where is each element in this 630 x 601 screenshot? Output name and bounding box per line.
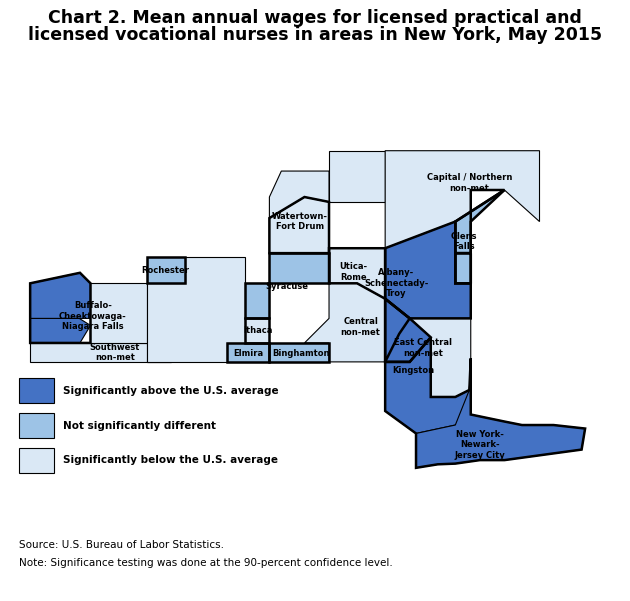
Text: Southwest
non-met: Southwest non-met [90,343,140,362]
Text: Kingston: Kingston [392,366,434,375]
Polygon shape [385,337,471,433]
Text: Central
non-met: Central non-met [341,317,381,337]
Polygon shape [30,319,91,343]
Polygon shape [147,257,270,362]
Text: Chart 2. Mean annual wages for licensed practical and: Chart 2. Mean annual wages for licensed … [48,9,582,27]
Polygon shape [385,151,539,283]
Text: Significantly below the U.S. average: Significantly below the U.S. average [63,456,278,465]
Text: Significantly above the U.S. average: Significantly above the U.S. average [63,386,278,395]
Text: Source: U.S. Bureau of Labor Statistics.: Source: U.S. Bureau of Labor Statistics. [19,540,224,550]
Text: Buffalo-
Cheektowaga-
Niagara Falls: Buffalo- Cheektowaga- Niagara Falls [59,301,127,331]
Text: Capital / Northern
non-met: Capital / Northern non-met [427,173,512,193]
Text: Rochester: Rochester [142,266,190,275]
Polygon shape [245,283,270,319]
Polygon shape [147,257,185,283]
Polygon shape [385,222,471,319]
Polygon shape [416,358,585,468]
Text: Albany-
Schenectady-
Troy: Albany- Schenectady- Troy [364,269,428,298]
Text: Ithaca: Ithaca [243,326,272,335]
Polygon shape [245,319,270,343]
Text: Glens
Falls: Glens Falls [450,231,477,251]
Polygon shape [227,343,270,362]
Polygon shape [270,253,329,283]
Text: licensed vocational nurses in areas in New York, May 2015: licensed vocational nurses in areas in N… [28,26,602,44]
Polygon shape [270,171,329,218]
Text: Watertown-
Fort Drum: Watertown- Fort Drum [272,212,328,231]
Polygon shape [385,299,431,362]
Polygon shape [91,283,171,362]
Text: New York-
Newark-
Jersey City: New York- Newark- Jersey City [454,430,505,460]
Text: Not significantly different: Not significantly different [63,421,216,430]
Text: Syracuse: Syracuse [265,282,309,291]
Polygon shape [270,197,329,253]
Polygon shape [329,151,385,202]
Polygon shape [270,343,329,362]
Text: Note: Significance testing was done at the 90-percent confidence level.: Note: Significance testing was done at t… [19,558,392,568]
Polygon shape [30,343,171,362]
Polygon shape [455,253,471,283]
Polygon shape [455,190,505,253]
Text: East Central
non-met: East Central non-met [394,338,452,358]
Polygon shape [30,273,91,319]
Text: Elmira: Elmira [233,349,263,358]
Polygon shape [304,283,410,362]
Polygon shape [410,319,471,397]
Text: Binghamton: Binghamton [272,349,329,358]
Text: Utica-
Rome: Utica- Rome [340,263,368,282]
Polygon shape [329,248,410,362]
